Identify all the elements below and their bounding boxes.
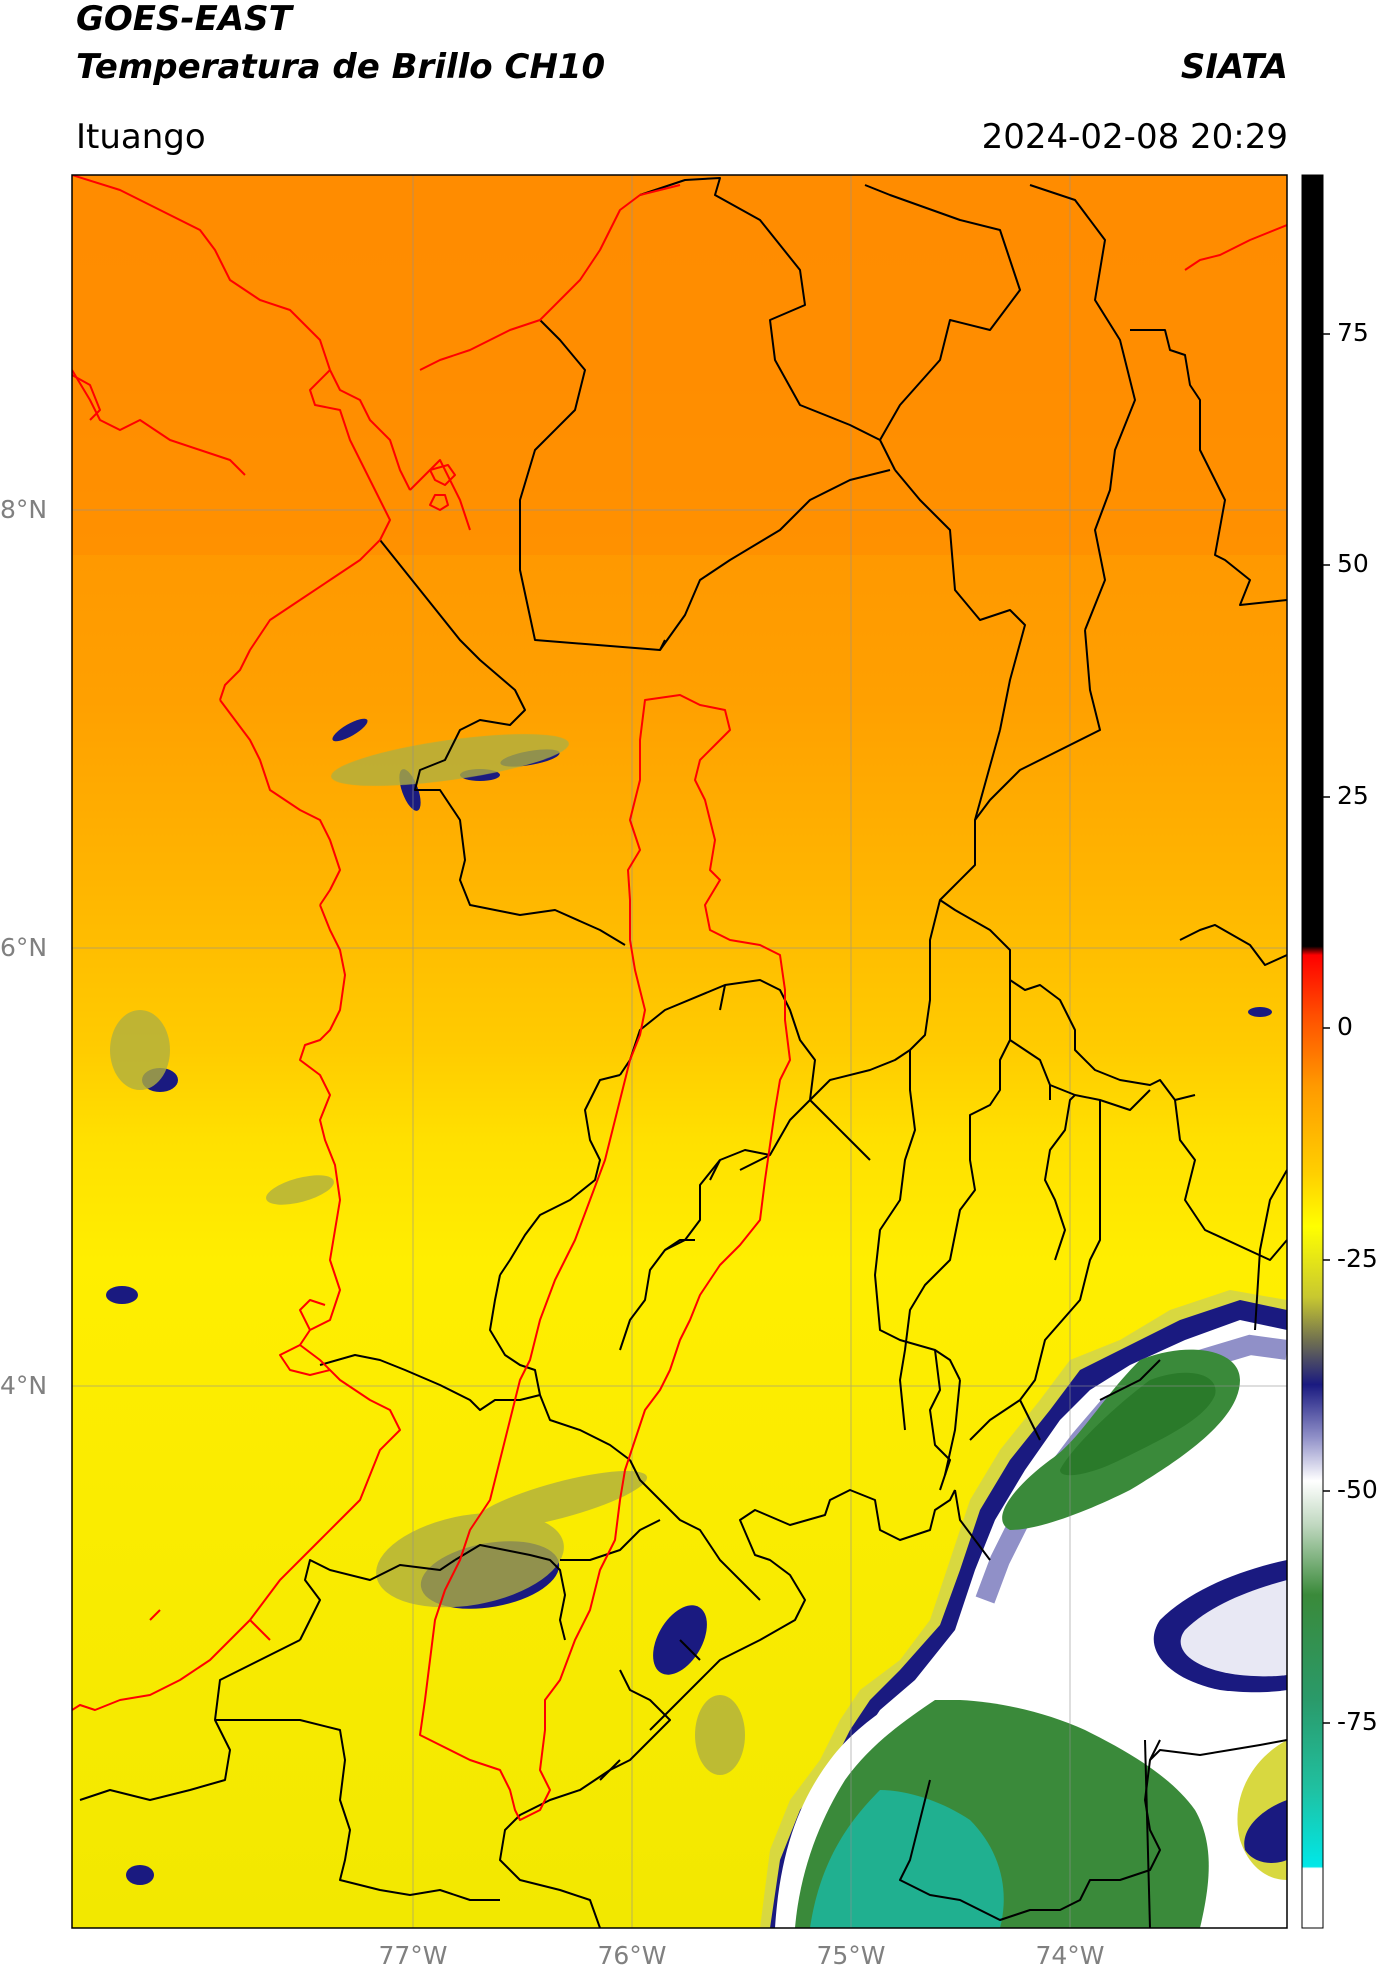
product-title: Temperatura de Brillo CH10 <box>76 47 606 87</box>
brightness-temperature-field <box>72 175 1287 1928</box>
colorbar-tick-label: -25 <box>1337 1244 1378 1273</box>
latitude-label: 6°N <box>0 933 48 962</box>
colorbar-ticks <box>1323 333 1330 1724</box>
colorbar <box>1301 174 1330 1929</box>
longitude-label: 76°W <box>597 1941 667 1970</box>
location-label: Ituango <box>76 117 206 157</box>
longitude-label: 74°W <box>1035 1941 1105 1970</box>
coastline <box>72 175 1287 1711</box>
agency-label: SIATA <box>1180 47 1288 87</box>
latitude-label: 4°N <box>0 1371 48 1400</box>
highlight-boundary <box>419 694 791 1821</box>
longitude-label: 77°W <box>378 1941 448 1970</box>
colorbar-tick-label: 50 <box>1337 549 1369 578</box>
admin-boundaries <box>79 177 1287 1928</box>
colorbar-tick-label: -75 <box>1337 1707 1378 1736</box>
colorbar-tick-label: -50 <box>1337 1475 1378 1504</box>
latitude-label: 8°N <box>0 495 48 524</box>
colorbar-tick-label: 25 <box>1337 781 1369 810</box>
colorbar-tick-label: 0 <box>1337 1012 1353 1041</box>
map-frame <box>71 174 1288 1929</box>
cold-cloud-complex <box>760 1290 1287 1928</box>
satellite-title: GOES-EAST <box>76 0 292 39</box>
colorbar-tick-label: 75 <box>1337 318 1369 347</box>
datetime-label: 2024-02-08 20:29 <box>981 117 1288 157</box>
longitude-label: 75°W <box>816 1941 886 1970</box>
